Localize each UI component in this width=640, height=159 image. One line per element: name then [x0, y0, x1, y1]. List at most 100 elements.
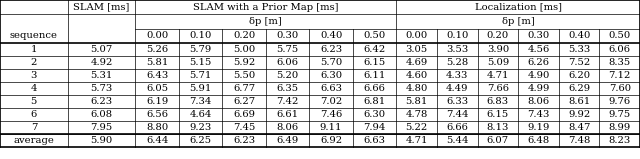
Text: 6.61: 6.61	[276, 110, 299, 119]
Text: 6.81: 6.81	[364, 97, 386, 106]
Text: 6.30: 6.30	[364, 110, 386, 119]
Text: 9.23: 9.23	[189, 123, 212, 132]
Text: 5.20: 5.20	[276, 71, 299, 80]
Text: 6.23: 6.23	[90, 97, 113, 106]
Text: 6.43: 6.43	[146, 71, 168, 80]
Text: 4.92: 4.92	[90, 58, 113, 67]
Text: 6.07: 6.07	[487, 136, 509, 145]
Text: δp [m]: δp [m]	[250, 17, 282, 26]
Text: 0.20: 0.20	[233, 31, 255, 40]
Text: 6.06: 6.06	[609, 45, 630, 54]
Text: 7.66: 7.66	[487, 84, 509, 93]
Text: 7.94: 7.94	[364, 123, 386, 132]
Text: 6.48: 6.48	[527, 136, 550, 145]
Text: 9.75: 9.75	[609, 110, 631, 119]
Text: 4.56: 4.56	[527, 45, 550, 54]
Text: 6.92: 6.92	[320, 136, 342, 145]
Text: 6.56: 6.56	[146, 110, 168, 119]
Text: 7.42: 7.42	[276, 97, 299, 106]
Text: 6.30: 6.30	[320, 71, 342, 80]
Text: 6.23: 6.23	[233, 136, 255, 145]
Text: 0.10: 0.10	[189, 31, 212, 40]
Text: 4.71: 4.71	[486, 71, 509, 80]
Text: 4.64: 4.64	[189, 110, 212, 119]
Text: 6.69: 6.69	[233, 110, 255, 119]
Text: 6.33: 6.33	[446, 97, 468, 106]
Text: 5.28: 5.28	[446, 58, 468, 67]
Text: 5.26: 5.26	[146, 45, 168, 54]
Text: 9.92: 9.92	[568, 110, 590, 119]
Text: 0.40: 0.40	[320, 31, 342, 40]
Text: 0.30: 0.30	[527, 31, 550, 40]
Text: 6.27: 6.27	[233, 97, 255, 106]
Text: 5.15: 5.15	[189, 58, 212, 67]
Text: 7.43: 7.43	[527, 110, 550, 119]
Text: 8.47: 8.47	[568, 123, 590, 132]
Text: 5.73: 5.73	[90, 84, 113, 93]
Text: 8.13: 8.13	[486, 123, 509, 132]
Text: 1: 1	[31, 45, 37, 54]
Text: 6.20: 6.20	[568, 71, 590, 80]
Text: 8.06: 8.06	[527, 97, 550, 106]
Text: average: average	[13, 136, 54, 145]
Text: 8.35: 8.35	[609, 58, 631, 67]
Text: 6.19: 6.19	[146, 97, 168, 106]
Text: 3.53: 3.53	[446, 45, 468, 54]
Text: 7.44: 7.44	[446, 110, 468, 119]
Text: 6.63: 6.63	[364, 136, 386, 145]
Text: 4.33: 4.33	[446, 71, 468, 80]
Text: 8.99: 8.99	[609, 123, 631, 132]
Text: 5.81: 5.81	[406, 97, 428, 106]
Text: 6.06: 6.06	[276, 58, 299, 67]
Text: 6: 6	[31, 110, 37, 119]
Text: 0.00: 0.00	[406, 31, 428, 40]
Text: 5.09: 5.09	[487, 58, 509, 67]
Text: 3: 3	[31, 71, 37, 80]
Text: 6.66: 6.66	[446, 123, 468, 132]
Text: 7.34: 7.34	[189, 97, 212, 106]
Text: 5.33: 5.33	[568, 45, 590, 54]
Text: 5.90: 5.90	[90, 136, 113, 145]
Text: 7.95: 7.95	[90, 123, 113, 132]
Text: 6.42: 6.42	[364, 45, 386, 54]
Text: 8.80: 8.80	[146, 123, 168, 132]
Text: 6.23: 6.23	[320, 45, 342, 54]
Text: 6.15: 6.15	[487, 110, 509, 119]
Text: sequence: sequence	[10, 31, 58, 40]
Text: 5.50: 5.50	[233, 71, 255, 80]
Text: 0.50: 0.50	[609, 31, 631, 40]
Text: 0.50: 0.50	[364, 31, 386, 40]
Text: 5.92: 5.92	[233, 58, 255, 67]
Text: 8.23: 8.23	[609, 136, 631, 145]
Text: 4.69: 4.69	[406, 58, 428, 67]
Text: 2: 2	[31, 58, 37, 67]
Text: 4.78: 4.78	[406, 110, 428, 119]
Text: 5.81: 5.81	[146, 58, 168, 67]
Text: 6.35: 6.35	[276, 84, 299, 93]
Text: 3.05: 3.05	[406, 45, 428, 54]
Text: 5.31: 5.31	[90, 71, 113, 80]
Text: 7.52: 7.52	[568, 58, 590, 67]
Text: 6.05: 6.05	[146, 84, 168, 93]
Text: 7.02: 7.02	[320, 97, 342, 106]
Text: 5.75: 5.75	[276, 45, 299, 54]
Text: 0.40: 0.40	[568, 31, 590, 40]
Text: 5.79: 5.79	[189, 45, 212, 54]
Text: 5.00: 5.00	[233, 45, 255, 54]
Text: 8.61: 8.61	[568, 97, 590, 106]
Text: 6.44: 6.44	[146, 136, 168, 145]
Text: 5.71: 5.71	[189, 71, 212, 80]
Text: 7.60: 7.60	[609, 84, 631, 93]
Text: 0.00: 0.00	[146, 31, 168, 40]
Text: 4.60: 4.60	[406, 71, 428, 80]
Text: 0.10: 0.10	[446, 31, 468, 40]
Text: 0.20: 0.20	[487, 31, 509, 40]
Text: 9.19: 9.19	[527, 123, 550, 132]
Text: 6.15: 6.15	[364, 58, 386, 67]
Text: 5.44: 5.44	[446, 136, 468, 145]
Text: 8.06: 8.06	[276, 123, 299, 132]
Text: 0.30: 0.30	[276, 31, 299, 40]
Text: 4.49: 4.49	[446, 84, 468, 93]
Text: Localization [ms]: Localization [ms]	[475, 3, 562, 12]
Text: 6.25: 6.25	[189, 136, 212, 145]
